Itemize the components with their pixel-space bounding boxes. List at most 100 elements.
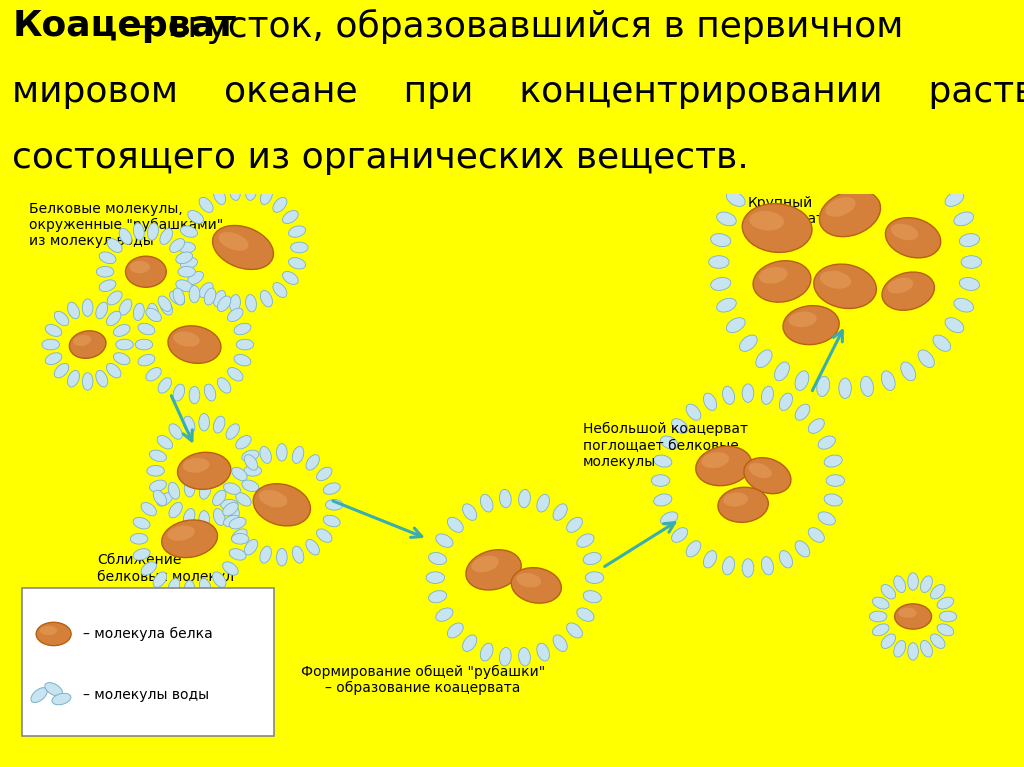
Ellipse shape	[36, 622, 71, 646]
Ellipse shape	[566, 623, 583, 638]
Ellipse shape	[895, 604, 932, 629]
Ellipse shape	[173, 384, 184, 401]
Ellipse shape	[154, 490, 167, 505]
Ellipse shape	[173, 288, 184, 305]
Ellipse shape	[119, 229, 132, 245]
Ellipse shape	[672, 528, 688, 542]
Ellipse shape	[898, 607, 916, 617]
Ellipse shape	[709, 255, 729, 268]
Ellipse shape	[214, 188, 225, 205]
Ellipse shape	[162, 520, 217, 558]
Text: Белковые молекулы,
окруженные "рубашками"
из молекул воды: Белковые молекулы, окруженные "рубашками…	[30, 202, 223, 249]
Ellipse shape	[133, 518, 151, 529]
Ellipse shape	[463, 635, 477, 651]
Ellipse shape	[106, 364, 121, 378]
Ellipse shape	[921, 576, 933, 593]
Ellipse shape	[168, 578, 180, 595]
Ellipse shape	[447, 517, 463, 532]
Ellipse shape	[184, 581, 195, 598]
Ellipse shape	[289, 258, 305, 269]
Ellipse shape	[260, 291, 272, 307]
Ellipse shape	[907, 643, 919, 660]
Ellipse shape	[795, 370, 809, 390]
Ellipse shape	[788, 311, 817, 328]
Ellipse shape	[291, 242, 308, 253]
Ellipse shape	[259, 490, 288, 508]
Ellipse shape	[236, 436, 251, 449]
Ellipse shape	[511, 568, 561, 603]
Ellipse shape	[183, 458, 210, 472]
Ellipse shape	[783, 305, 840, 344]
Ellipse shape	[169, 424, 182, 439]
Ellipse shape	[106, 311, 121, 326]
Ellipse shape	[133, 223, 144, 240]
Ellipse shape	[653, 455, 672, 467]
Ellipse shape	[695, 446, 752, 486]
Ellipse shape	[199, 413, 210, 431]
Ellipse shape	[774, 362, 790, 380]
Ellipse shape	[183, 509, 195, 525]
Ellipse shape	[99, 252, 116, 264]
Ellipse shape	[54, 311, 69, 326]
Ellipse shape	[217, 377, 230, 393]
Ellipse shape	[231, 529, 247, 542]
Ellipse shape	[242, 480, 259, 492]
Ellipse shape	[316, 529, 332, 542]
Ellipse shape	[886, 218, 941, 258]
Ellipse shape	[537, 494, 550, 512]
Ellipse shape	[891, 224, 919, 240]
Ellipse shape	[933, 335, 950, 351]
Ellipse shape	[234, 323, 251, 334]
Ellipse shape	[135, 339, 153, 350]
Ellipse shape	[213, 490, 226, 505]
Ellipse shape	[711, 278, 731, 291]
Ellipse shape	[229, 295, 241, 312]
Ellipse shape	[795, 133, 809, 153]
Ellipse shape	[686, 541, 700, 557]
Ellipse shape	[45, 353, 61, 364]
Ellipse shape	[818, 512, 836, 525]
Ellipse shape	[718, 487, 768, 522]
Ellipse shape	[577, 608, 594, 621]
Ellipse shape	[213, 225, 273, 269]
Ellipse shape	[160, 229, 173, 245]
Ellipse shape	[292, 546, 304, 563]
Ellipse shape	[701, 452, 729, 468]
Ellipse shape	[324, 483, 340, 495]
Ellipse shape	[894, 576, 905, 593]
Ellipse shape	[537, 644, 550, 661]
Ellipse shape	[872, 624, 889, 636]
Ellipse shape	[808, 419, 824, 433]
Ellipse shape	[726, 192, 745, 206]
Ellipse shape	[108, 291, 122, 305]
Ellipse shape	[553, 635, 567, 651]
Ellipse shape	[324, 515, 340, 527]
Ellipse shape	[825, 197, 856, 217]
Ellipse shape	[96, 370, 108, 387]
Ellipse shape	[45, 324, 61, 337]
Ellipse shape	[237, 339, 254, 350]
Ellipse shape	[133, 303, 144, 321]
Ellipse shape	[260, 188, 272, 205]
Ellipse shape	[177, 453, 230, 489]
Ellipse shape	[795, 541, 810, 557]
Ellipse shape	[824, 494, 843, 506]
Text: – молекула белка: – молекула белка	[83, 627, 213, 641]
Ellipse shape	[114, 353, 130, 364]
Ellipse shape	[954, 212, 974, 225]
Ellipse shape	[826, 475, 845, 486]
Ellipse shape	[108, 239, 122, 252]
Ellipse shape	[229, 518, 246, 529]
Ellipse shape	[480, 644, 493, 661]
Ellipse shape	[824, 455, 843, 467]
Ellipse shape	[260, 446, 271, 463]
Ellipse shape	[817, 377, 829, 397]
Ellipse shape	[919, 350, 934, 367]
Ellipse shape	[176, 280, 193, 291]
Ellipse shape	[959, 234, 980, 246]
Ellipse shape	[756, 156, 772, 174]
Ellipse shape	[703, 393, 717, 410]
Ellipse shape	[205, 288, 216, 305]
Text: Небольшой коацерват
поглощает белковые
молекулы: Небольшой коацерват поглощает белковые м…	[583, 423, 748, 469]
Ellipse shape	[40, 626, 57, 635]
